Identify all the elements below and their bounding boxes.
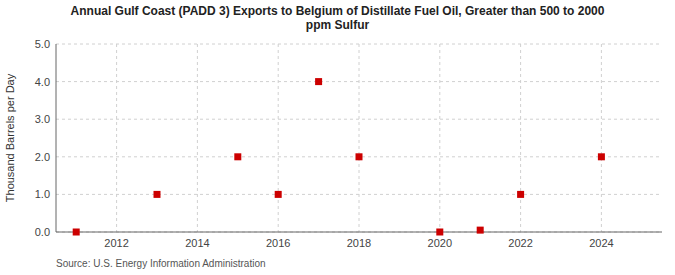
- point: [275, 191, 282, 198]
- x-grid-line: [520, 44, 521, 232]
- x-tick-label: 2014: [185, 237, 209, 249]
- x-tick-label: 2016: [266, 237, 290, 249]
- y-axis-label: Thousand Barrels per Day: [4, 73, 16, 202]
- y-tick-label: 4.0: [35, 76, 50, 88]
- x-tick-label: 2018: [347, 237, 371, 249]
- point: [436, 229, 443, 236]
- grid: [56, 44, 662, 232]
- title-line: ppm Sulfur: [306, 18, 370, 32]
- points: [73, 78, 605, 235]
- axes: 0.0 1.0 2.0 3.0 4.0 5.0 2012 2014 2016 2018 2020 20…: [35, 38, 662, 249]
- title-line: Annual Gulf Coast (PADD 3) Exports to Be…: [71, 4, 605, 18]
- y-tick-label: 5.0: [35, 38, 50, 50]
- y-tick-label: 1.0: [35, 188, 50, 200]
- x-tick-label: 2012: [104, 237, 128, 249]
- x-grid-line: [439, 44, 440, 232]
- y-axis-line: [56, 44, 57, 232]
- point: [356, 153, 363, 160]
- x-axis-line: [56, 232, 662, 233]
- x-tick-label: 2024: [589, 237, 613, 249]
- point: [73, 229, 80, 236]
- point: [234, 153, 241, 160]
- x-grid-line: [278, 44, 279, 232]
- x-grid-line: [359, 44, 360, 232]
- y-grid-line: [56, 232, 662, 233]
- point: [477, 227, 484, 234]
- x-grid-line: [601, 44, 602, 232]
- point: [154, 191, 161, 198]
- x-tick-label: 2022: [508, 237, 532, 249]
- x-tick-label: 2020: [428, 237, 452, 249]
- point: [517, 191, 524, 198]
- point: [598, 153, 605, 160]
- point: [315, 78, 322, 85]
- y-tick-label: 2.0: [35, 151, 50, 163]
- y-tick-label: 0.0: [35, 226, 50, 238]
- source-note: Source: U.S. Energy Information Administ…: [56, 258, 266, 269]
- title: Annual Gulf Coast (PADD 3) Exports to Be…: [71, 4, 605, 32]
- chart: Annual Gulf Coast (PADD 3) Exports to Be…: [0, 0, 675, 275]
- x-grid-line: [116, 44, 117, 232]
- x-grid-line: [197, 44, 198, 232]
- y-tick-label: 3.0: [35, 113, 50, 125]
